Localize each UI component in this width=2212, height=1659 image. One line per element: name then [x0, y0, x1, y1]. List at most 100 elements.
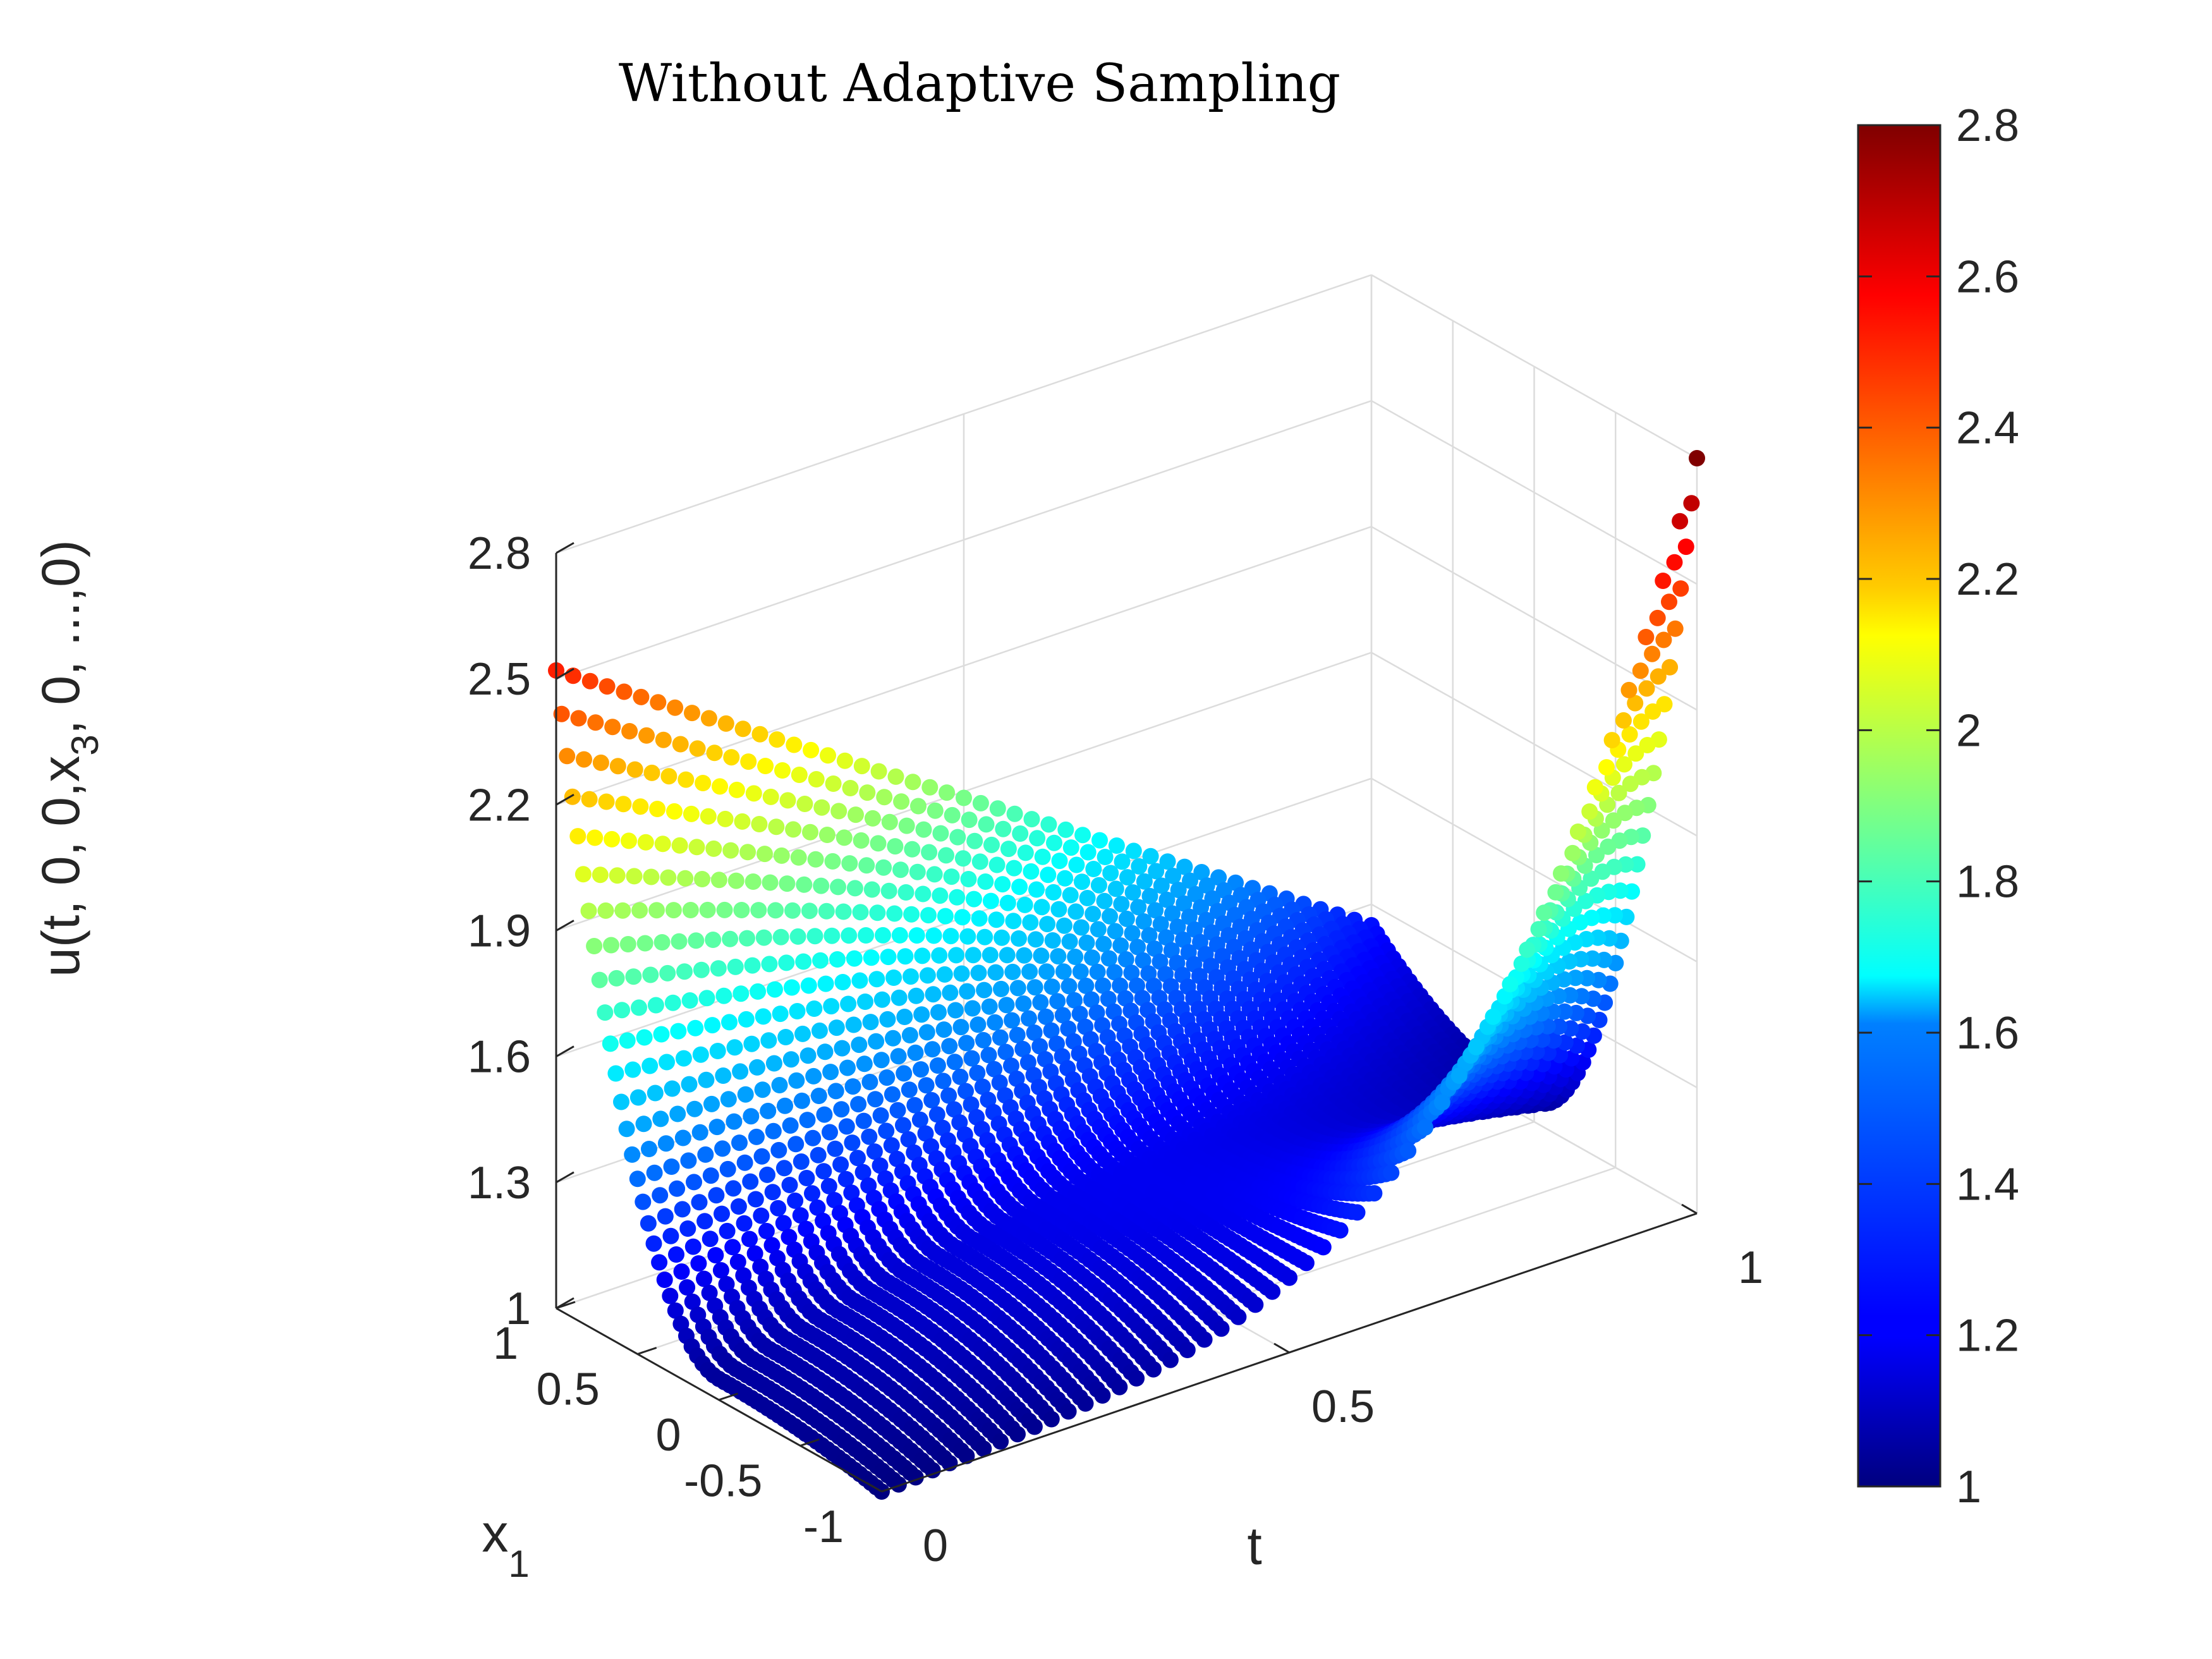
surface-point [564, 788, 581, 805]
surface-point [929, 1057, 946, 1074]
surface-point [901, 1027, 918, 1043]
z-tick-labels: 1 1.3 1.6 1.9 2.2 2.5 2.8 [468, 528, 574, 1334]
surface-point [598, 793, 615, 810]
surface-point [802, 823, 818, 841]
surface-point [1036, 1051, 1054, 1067]
surface-point [1186, 921, 1203, 938]
surface-point [1100, 990, 1117, 1007]
surface-point [770, 1200, 787, 1217]
surface-point [1006, 805, 1023, 822]
surface-point [1433, 1094, 1450, 1111]
surface-point [1054, 1007, 1071, 1024]
surface-point [949, 829, 966, 846]
surface-point [889, 1102, 906, 1119]
surface-point [741, 1231, 758, 1248]
surface-point [1621, 726, 1638, 743]
surface-point [621, 832, 637, 849]
surface-point [1090, 877, 1107, 894]
surface-point [1148, 863, 1165, 880]
surface-point [980, 1091, 997, 1109]
surface-point [643, 868, 660, 885]
surface-point [768, 818, 785, 836]
surface-point [964, 947, 981, 964]
surface-point [794, 1025, 811, 1042]
surface-point [829, 951, 846, 968]
surface-point [925, 927, 942, 944]
surface-point [1315, 1239, 1332, 1256]
surface-point [581, 791, 598, 808]
z-tick-mark [556, 1045, 574, 1057]
surface-point [1107, 923, 1124, 940]
surface-point [800, 977, 817, 994]
surface-point [764, 1184, 781, 1201]
surface-point [633, 688, 650, 705]
surface-point [1019, 1054, 1036, 1071]
surface-point [1159, 853, 1176, 870]
z-axis-label-base: u(t, 0, 0,x [31, 756, 90, 977]
surface-point [653, 1026, 670, 1043]
surface-point [651, 1254, 668, 1271]
surface-point [569, 828, 586, 845]
surface-point [736, 1215, 753, 1232]
surface-point [913, 1006, 930, 1023]
surface-point [810, 1088, 827, 1104]
surface-point [681, 1076, 698, 1093]
surface-point [914, 947, 931, 964]
surface-point [705, 932, 722, 948]
surface-point [844, 1134, 861, 1152]
surface-point [732, 1063, 749, 1080]
surface-point [1038, 963, 1055, 980]
surface-point [958, 1447, 975, 1464]
surface-point [1117, 990, 1134, 1007]
surface-point [760, 1102, 777, 1119]
surface-point [652, 1110, 669, 1127]
colorbar-tick-label: 2.2 [1956, 554, 2019, 605]
surface-point [812, 952, 829, 969]
surface-point [851, 972, 868, 989]
surface-point [974, 1078, 991, 1095]
surface-point [842, 780, 859, 796]
surface-point [1152, 916, 1169, 933]
z-tick-label: 2.2 [468, 780, 531, 830]
surface-point [992, 1433, 1009, 1450]
surface-point [942, 984, 959, 1001]
surface-point [767, 981, 783, 998]
surface-point [586, 829, 604, 846]
surface-point [897, 948, 914, 965]
surface-point [848, 806, 864, 823]
surface-point [1175, 931, 1192, 948]
surface-point [765, 1122, 782, 1139]
surface-point [1129, 939, 1146, 956]
surface-point [981, 947, 999, 964]
surface-point [972, 794, 989, 811]
surface-point [795, 953, 812, 970]
surface-point [845, 1016, 862, 1033]
surface-point [1198, 911, 1215, 928]
surface-point [798, 1220, 815, 1237]
surface-point [818, 827, 836, 843]
surface-point [1129, 977, 1145, 994]
surface-point [805, 1129, 822, 1146]
surface-point [1043, 978, 1060, 995]
x1-tick-label: -1 [803, 1502, 844, 1552]
surface-point [775, 1215, 792, 1232]
surface-point [699, 901, 716, 918]
surface-point [710, 960, 727, 977]
surface-point [743, 1035, 760, 1052]
surface-point [678, 771, 695, 788]
surface-point [873, 991, 890, 1008]
surface-point [604, 830, 621, 848]
surface-point [1083, 991, 1100, 1008]
surface-point [670, 1023, 687, 1040]
surface-point [1610, 784, 1627, 801]
t-axis-label: t [1247, 1516, 1261, 1576]
surface-point [1061, 933, 1078, 950]
surface-point [811, 1022, 828, 1039]
surface-point [1130, 899, 1147, 916]
surface-point [684, 1238, 702, 1255]
z-tick-mark [556, 1171, 574, 1184]
surface-point [1022, 914, 1039, 931]
surface-point [853, 832, 870, 849]
surface-point [938, 847, 954, 864]
surface-point [828, 1019, 845, 1036]
